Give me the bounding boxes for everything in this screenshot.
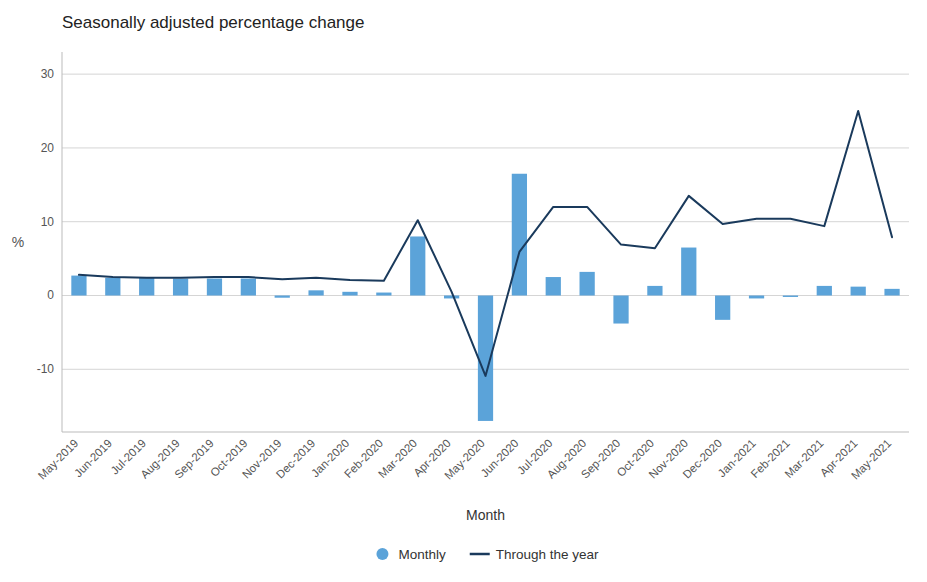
bar [817, 286, 832, 296]
x-tick-label: Mar-2020 [376, 437, 419, 480]
bar [105, 278, 120, 296]
y-axis-label: % [12, 234, 24, 250]
bar [580, 272, 595, 296]
grid-line [62, 74, 909, 75]
plot-area [71, 111, 899, 421]
legend: Monthly Through the year [376, 547, 599, 562]
grid-line [62, 221, 909, 222]
bar [139, 278, 154, 296]
title: Seasonally adjusted percentage change [62, 13, 364, 32]
bar [410, 236, 425, 295]
bar [376, 293, 391, 296]
x-tick-label: Sep-2019 [172, 437, 216, 481]
x-axis-label: Month [466, 507, 505, 523]
legend-label: Monthly [398, 547, 446, 562]
bar [444, 295, 459, 298]
x-tick-label: May-2020 [442, 437, 487, 482]
bar [613, 295, 628, 323]
y-tick-label: 0 [47, 288, 54, 302]
x-tick-label: May-2019 [36, 437, 81, 482]
bar [546, 277, 561, 295]
y-tick-label: 10 [41, 215, 55, 229]
x-tick-label: May-2021 [849, 437, 894, 482]
bar [783, 295, 798, 296]
legend-swatch [376, 548, 388, 560]
y-tick-label: 20 [41, 141, 55, 155]
x-axis-line [62, 432, 909, 433]
bar [173, 279, 188, 296]
grid-line [62, 147, 909, 148]
bar [342, 292, 357, 296]
y-tick-label: -10 [37, 362, 55, 376]
legend-item: Through the year [470, 547, 599, 562]
legend-label: Through the year [496, 547, 599, 562]
bar [275, 295, 290, 297]
x-tick-label: Sep-2020 [579, 437, 623, 481]
x-tick-label: Mar-2021 [782, 437, 825, 480]
chart: Seasonally adjusted percentage change -10… [0, 0, 927, 582]
bar [884, 289, 899, 296]
bar [647, 286, 662, 296]
bar [681, 248, 696, 296]
bar [71, 276, 86, 296]
x-tick-label: Jun-2019 [72, 437, 114, 479]
bar [241, 279, 256, 296]
legend-swatch [470, 553, 490, 556]
bar [207, 279, 222, 296]
y-axis-line [62, 52, 63, 432]
bar [851, 287, 866, 296]
line [79, 111, 892, 376]
x-tick-label: Jun-2020 [478, 437, 520, 479]
bar [749, 295, 764, 298]
bar [308, 290, 323, 295]
bar [715, 295, 730, 319]
legend-item: Monthly [376, 547, 446, 562]
y-tick-label: 30 [41, 67, 55, 81]
bar [512, 174, 527, 296]
